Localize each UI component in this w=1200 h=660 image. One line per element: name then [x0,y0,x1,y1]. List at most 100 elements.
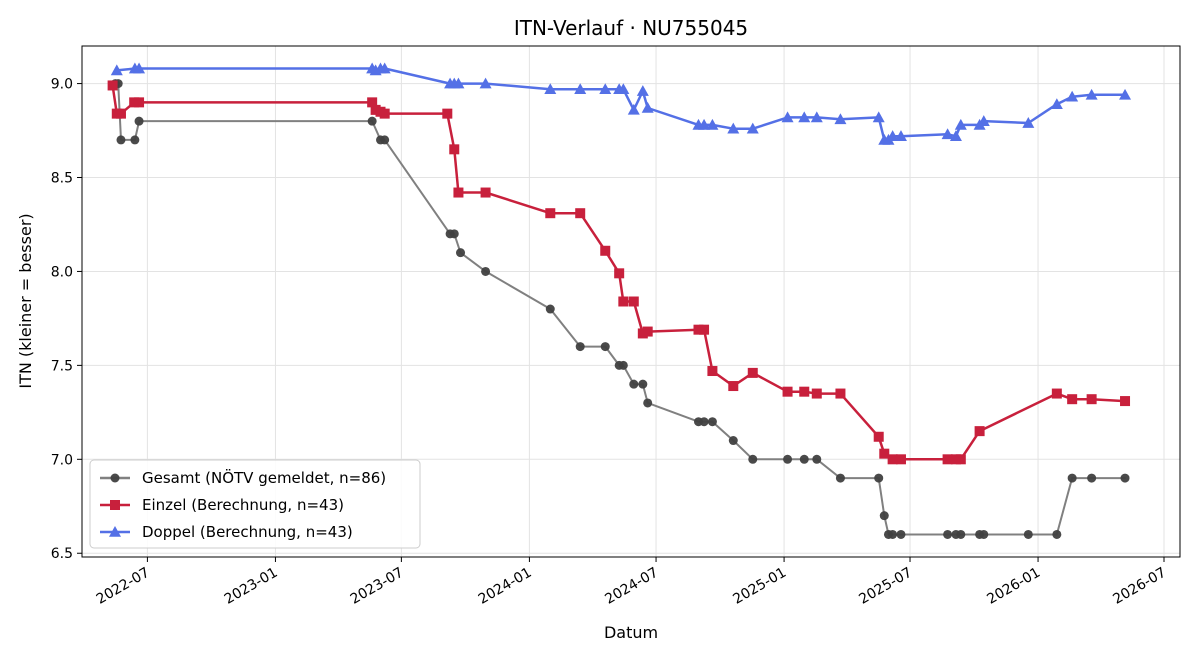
series-1-point [107,80,118,91]
series-2-group [110,62,1132,145]
series-1-point [707,366,718,377]
series-0-point [380,135,390,145]
series-2-point [886,130,899,141]
series-1-point [974,426,985,437]
series-2-point [133,62,146,74]
series-2-point [636,85,649,96]
legend-marker-1 [110,500,120,510]
series-1-point [693,324,704,335]
series-0-point [943,529,953,539]
series-0-point [618,360,628,370]
series-1-point [1067,394,1078,405]
series-1-point [379,108,390,119]
series-2-point [641,101,654,113]
legend-label-2: Doppel (Berechnung, n=43) [142,523,353,541]
series-2-point [727,122,740,134]
series-2-point [941,128,954,140]
series-1-point [887,454,898,465]
series-2-point [479,77,492,89]
chart-title: ITN-Verlauf · NU755045 [514,16,748,40]
x-tick-label: 2024-01 [476,565,535,608]
series-1-point [614,268,625,279]
y-tick-label: 8.5 [51,171,73,187]
x-tick-label: 2023-01 [222,565,281,608]
series-0-point [835,473,845,483]
series-2-point [954,118,967,130]
series-1-point [879,448,890,459]
series-0-point [643,398,653,408]
series-0-point [879,511,889,521]
series-0-point [600,342,610,352]
series-0-point [896,529,906,539]
series-0-point [116,135,126,145]
series-0-point [1023,529,1033,539]
series-2-point [110,64,123,76]
series-0-point [874,473,884,483]
series-2-point [834,113,847,125]
series-1-point [955,454,966,465]
series-2-point [574,83,587,95]
x-tick-label: 2023-07 [348,565,407,608]
series-0-group [110,79,1130,539]
y-tick-label: 7.0 [51,452,73,468]
series-1-point [600,245,611,256]
series-2-point [698,118,711,130]
series-0-point [699,417,709,427]
series-0-point [449,229,459,239]
series-0-point [575,342,585,352]
series-1-group [107,80,1131,465]
legend-marker-2 [109,526,121,537]
x-tick-label: 2026-01 [984,565,1043,608]
y-tick-label: 8.0 [51,264,73,280]
series-0-point [979,529,989,539]
y-axis-title: ITN (kleiner = besser) [16,213,35,388]
series-1-point [442,108,453,119]
series-1-point [618,296,629,307]
series-0-point [1087,473,1097,483]
series-1-point [575,208,586,219]
series-1-point [835,388,846,399]
series-0-point [629,379,639,389]
series-0-point [812,454,822,464]
series-1-point [699,324,710,335]
series-0-point [783,454,793,464]
series-1-point [1120,396,1131,407]
series-0-point [638,379,648,389]
series-1-point [545,208,556,219]
x-tick-label: 2025-01 [730,565,789,608]
series-2-point [1050,98,1063,110]
series-0-point [1067,473,1077,483]
series-2-point [977,115,990,126]
series-1-point [449,144,460,155]
series-0-point [707,417,717,427]
x-tick-label: 2026-07 [1110,565,1169,608]
series-1-point [642,326,653,337]
series-0-point [956,529,966,539]
series-2-point [810,111,823,123]
series-2-point [949,130,962,141]
x-tick-label: 2024-07 [602,565,661,608]
series-1-point [134,97,145,108]
series-1-point [799,386,810,397]
series-1-point [453,187,464,198]
legend: Gesamt (NÖTV gemeldet, n=86) Einzel (Bere… [89,459,421,549]
series-1-point [628,296,639,307]
series-0-point [456,248,466,258]
series-0-point [888,529,898,539]
series-2-point [781,111,794,123]
data-series [107,62,1132,539]
series-2-point [378,62,391,74]
legend-label-0: Gesamt (NÖTV gemeldet, n=86) [142,468,386,487]
series-2-point [1085,88,1098,100]
series-2-point [706,118,719,130]
x-tick-label: 2022-07 [94,565,153,608]
y-tick-label: 9.0 [51,77,73,93]
series-1-point [480,187,491,198]
plot-frame [81,45,1181,558]
series-1-point [895,454,906,465]
series-0-point [134,116,144,126]
series-0-point [799,454,809,464]
y-tick-label: 6.5 [51,546,73,562]
series-2-point [798,111,811,123]
x-tick-label: 2025-07 [856,565,915,608]
